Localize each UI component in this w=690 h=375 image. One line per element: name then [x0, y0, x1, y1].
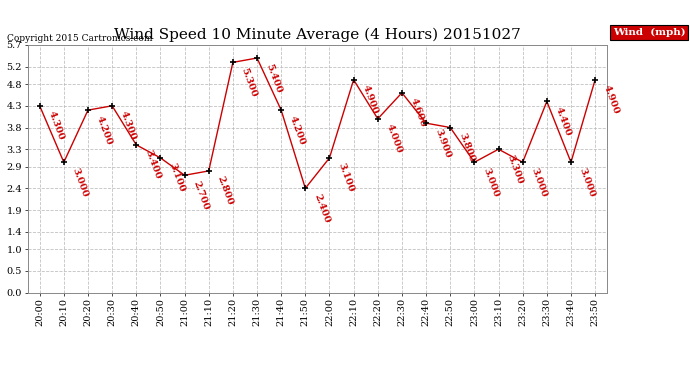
Text: 3.100: 3.100 — [337, 162, 355, 194]
Text: 4.200: 4.200 — [288, 114, 307, 146]
Text: 2.400: 2.400 — [313, 192, 331, 224]
Text: Copyright 2015 Cartronics.com: Copyright 2015 Cartronics.com — [7, 34, 152, 43]
Text: 3.100: 3.100 — [168, 162, 186, 194]
Text: 4.900: 4.900 — [602, 84, 621, 116]
Text: 3.900: 3.900 — [433, 128, 452, 159]
Text: 3.300: 3.300 — [506, 153, 524, 185]
Text: 3.400: 3.400 — [144, 149, 162, 181]
Text: 3.000: 3.000 — [530, 166, 549, 198]
Text: 4.900: 4.900 — [361, 84, 380, 116]
Text: 2.800: 2.800 — [216, 175, 235, 207]
Text: 3.000: 3.000 — [482, 166, 500, 198]
Text: 5.400: 5.400 — [264, 62, 283, 94]
Text: 3.000: 3.000 — [71, 166, 90, 198]
Text: 4.300: 4.300 — [119, 110, 138, 142]
Text: 4.400: 4.400 — [554, 106, 573, 138]
Text: 3.000: 3.000 — [578, 166, 597, 198]
Text: 4.600: 4.600 — [409, 97, 428, 129]
Text: Wind  (mph): Wind (mph) — [613, 28, 686, 37]
Text: 2.700: 2.700 — [192, 179, 210, 211]
Text: 4.300: 4.300 — [47, 110, 66, 142]
Text: 4.000: 4.000 — [385, 123, 404, 155]
Text: 4.200: 4.200 — [95, 114, 114, 146]
Text: 3.800: 3.800 — [457, 132, 476, 164]
Text: 5.300: 5.300 — [240, 66, 259, 98]
Title: Wind Speed 10 Minute Average (4 Hours) 20151027: Wind Speed 10 Minute Average (4 Hours) 2… — [114, 28, 521, 42]
